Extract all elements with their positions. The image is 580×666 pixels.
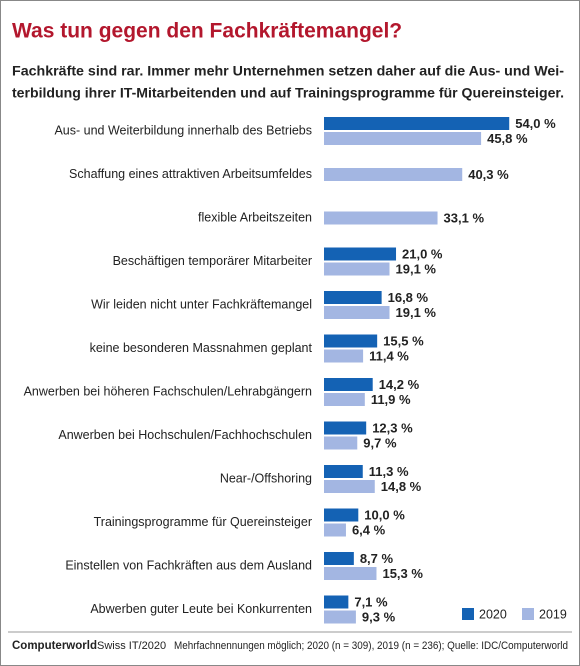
bar <box>324 436 358 450</box>
bar <box>324 552 354 565</box>
category-label: Schaffung eines attraktiven Arbeitsumfel… <box>69 167 312 181</box>
value-label: 40,3 % <box>468 167 509 182</box>
chart-title: Was tun gegen den Fachkräftemangel? <box>12 20 402 43</box>
value-label: 45,8 % <box>487 131 528 146</box>
bar <box>324 211 438 225</box>
category-label: Einstellen von Fachkräften aus dem Ausla… <box>65 558 312 572</box>
value-label: 54,0 % <box>515 116 556 131</box>
bar <box>324 291 382 304</box>
value-label: 9,3 % <box>362 609 396 624</box>
value-label: 16,8 % <box>388 290 429 305</box>
legend-label: 2020 <box>479 607 507 621</box>
bar <box>324 508 359 522</box>
category-label: keine besonderen Massnahmen geplant <box>90 341 313 355</box>
bar <box>324 262 390 276</box>
source-brand: Computerworld <box>12 640 97 652</box>
category-label: Trainingsprogramme für Quereinsteiger <box>94 515 312 529</box>
category-label: Beschäftigen temporärer Mitarbeiter <box>113 254 312 268</box>
bar <box>324 117 510 130</box>
bar <box>324 132 482 145</box>
value-label: 33,1 % <box>444 210 485 225</box>
category-label: Anwerben bei Hochschulen/Fachhochschulen <box>58 428 312 442</box>
category-label: Aus- und Weiterbildung innerhalb des Bet… <box>54 123 312 137</box>
value-label: 8,7 % <box>360 551 394 566</box>
value-label: 19,1 % <box>396 261 437 276</box>
value-label: 15,5 % <box>383 333 424 348</box>
bar <box>324 421 367 435</box>
value-label: 11,4 % <box>369 348 409 363</box>
bar <box>324 306 390 319</box>
value-label: 11,9 % <box>371 392 411 407</box>
bar <box>324 610 356 624</box>
bar <box>324 567 377 580</box>
legend-label: 2019 <box>539 607 567 621</box>
legend-swatch <box>462 608 474 620</box>
category-label: flexible Arbeitszeiten <box>198 210 312 224</box>
legend-swatch <box>522 608 534 620</box>
bar <box>324 247 397 261</box>
value-label: 11,3 % <box>369 464 409 479</box>
category-label: Wir leiden nicht unter Fachkräftemangel <box>91 297 312 311</box>
bar <box>324 595 349 609</box>
value-label: 6,4 % <box>352 522 386 537</box>
value-label: 10,0 % <box>364 507 405 522</box>
category-label: Anwerben bei höheren Fachschulen/Lehrabg… <box>24 384 312 398</box>
subtitle: terbildung ihrer IT-Mitarbeitenden und a… <box>12 85 564 101</box>
value-label: 12,3 % <box>372 420 413 435</box>
bar <box>324 349 364 363</box>
bar <box>324 334 378 348</box>
bar <box>324 378 373 391</box>
category-label: Near-/Offshoring <box>220 471 312 485</box>
value-label: 14,2 % <box>379 377 420 392</box>
value-label: 21,0 % <box>402 246 443 261</box>
bar <box>324 523 346 537</box>
bar <box>324 480 375 493</box>
source-note: Mehrfachnennungen möglich; 2020 (n = 309… <box>174 640 568 652</box>
bar <box>324 465 363 478</box>
value-label: 15,3 % <box>382 566 423 581</box>
value-label: 7,1 % <box>354 594 388 609</box>
source-issue: Swiss IT/2020 <box>97 640 166 652</box>
subtitle: Fachkräfte sind rar. Immer mehr Unterneh… <box>12 63 564 79</box>
bar <box>324 393 365 406</box>
category-label: Abwerben guter Leute bei Konkurrenten <box>90 602 312 616</box>
value-label: 14,8 % <box>381 479 422 494</box>
value-label: 19,1 % <box>396 305 437 320</box>
value-label: 9,7 % <box>363 435 397 450</box>
bar <box>324 168 463 181</box>
